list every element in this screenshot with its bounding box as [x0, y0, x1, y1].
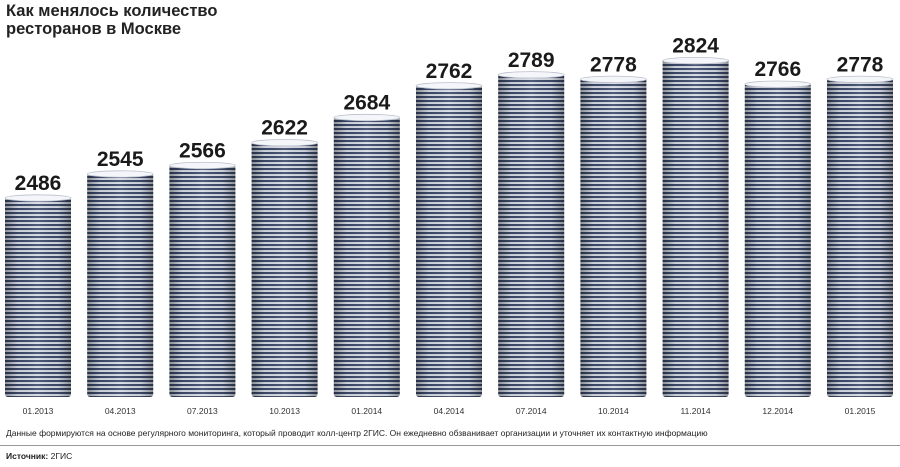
bar-shading [169, 164, 236, 397]
bar-shading [662, 59, 729, 398]
value-label: 2545 [97, 148, 144, 171]
bar-shading [416, 84, 482, 397]
value-label: 2762 [426, 60, 473, 83]
top-plate [662, 57, 729, 65]
source-value: 2ГИС [50, 451, 73, 461]
x-tick-label: 07.2013 [187, 406, 218, 416]
methodology-note: Данные формируются на основе регулярного… [6, 428, 708, 438]
top-plate [415, 82, 483, 90]
value-label: 2622 [261, 117, 308, 140]
bar-shading [744, 83, 811, 398]
footer-divider [0, 445, 900, 446]
bar-shading [498, 73, 565, 397]
bar-shading [251, 141, 318, 397]
bar-shading [333, 116, 400, 397]
bar-shading [5, 197, 71, 397]
bar-shading [87, 173, 154, 397]
source-line: Источник: 2ГИС [6, 451, 72, 462]
source-label: Источник: [6, 451, 49, 461]
top-plate [86, 170, 154, 178]
value-label: 2766 [754, 58, 801, 81]
bar-shading [580, 78, 647, 397]
x-tick-label: 04.2014 [434, 406, 465, 416]
value-label: 2486 [15, 172, 62, 195]
value-label: 2684 [343, 92, 390, 115]
top-plate [497, 71, 565, 79]
plate-stack-chart: 2486 01.2013 2545 04.2013 2566 07.2013 2622 10.… [4, 35, 894, 416]
top-plate [580, 75, 647, 83]
top-plate [251, 139, 319, 147]
value-label: 2789 [508, 49, 555, 72]
value-label: 2778 [837, 53, 884, 76]
value-label: 2566 [179, 139, 226, 162]
top-plate [333, 113, 401, 122]
x-tick-label: 04.2013 [105, 406, 136, 416]
top-plate [826, 75, 894, 83]
x-tick-label: 10.2014 [598, 406, 629, 416]
x-tick-label: 12.2014 [762, 406, 793, 416]
x-tick-label: 01.2013 [23, 406, 54, 416]
x-tick-label: 01.2014 [351, 406, 382, 416]
x-tick-label: 11.2014 [681, 406, 711, 416]
value-label: 2824 [672, 35, 719, 58]
x-tick-label: 07.2014 [516, 406, 547, 416]
top-plate [744, 80, 812, 88]
top-plate [168, 161, 236, 170]
value-label: 2778 [590, 53, 637, 76]
top-plate [4, 194, 72, 202]
x-tick-label: 01.2015 [845, 406, 876, 416]
x-tick-label: 10.2013 [269, 406, 300, 416]
bar-shading [827, 78, 893, 397]
chart-title: Как менялось количество ресторанов в Мос… [6, 2, 218, 38]
